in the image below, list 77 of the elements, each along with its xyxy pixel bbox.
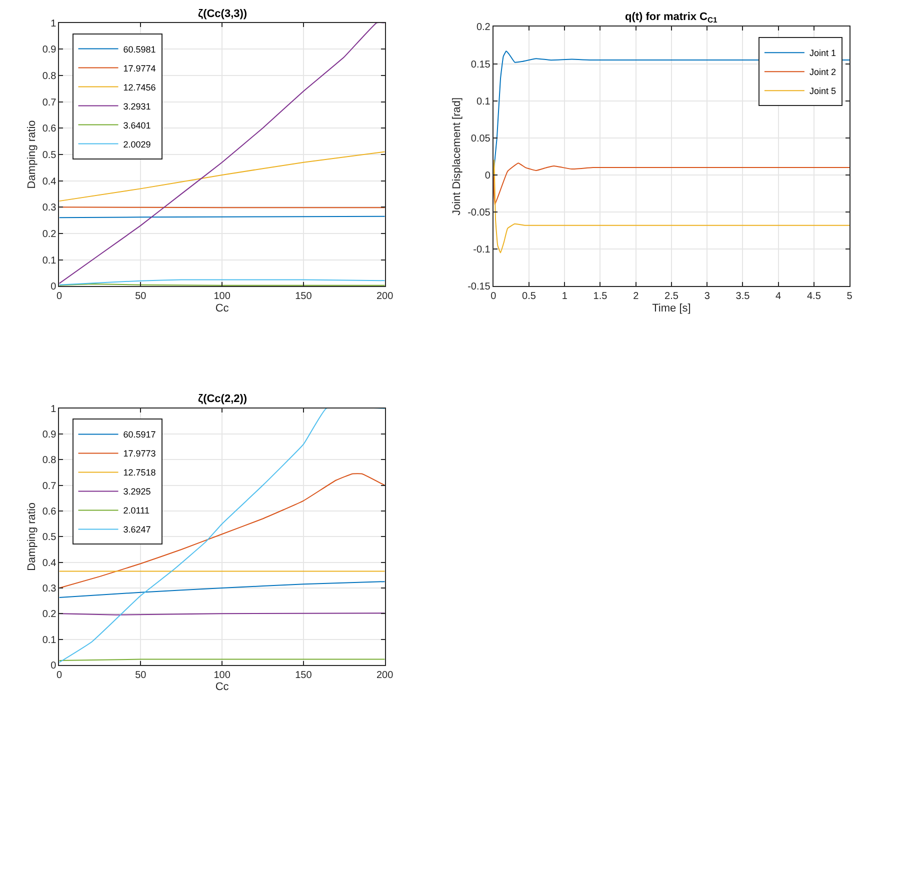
legend-label: Joint 5	[809, 86, 836, 96]
y-tick-label: 0.2	[476, 22, 491, 34]
legend-label: 17.9774	[123, 63, 156, 74]
legend-label: 12.7456	[123, 82, 156, 92]
y-tick-label: 0	[50, 660, 57, 672]
y-tick-label: -0.05	[468, 208, 491, 219]
y-tick-label: 0.2	[42, 228, 57, 240]
y-tick-label: 0.7	[42, 97, 57, 108]
y-tick-label: 0.1	[42, 634, 57, 646]
legend-label: 2.0111	[123, 506, 150, 516]
y-tick-label: 0.8	[42, 70, 57, 82]
y-tick-label: 0.4	[42, 176, 57, 188]
x-tick-label: 2.5	[664, 291, 679, 302]
y-tick-label: 1	[50, 404, 57, 415]
y-tick-label: 0	[484, 170, 491, 182]
x-tick-label: 3.5	[736, 291, 750, 302]
legend-label: 12.7518	[123, 468, 156, 478]
x-tick-label: 50	[135, 291, 147, 302]
y-axis-title: Damping ratio	[26, 120, 38, 189]
y-tick-label: 0.8	[42, 455, 57, 466]
x-tick-label: 100	[214, 670, 231, 681]
y-tick-label: 0.3	[42, 202, 57, 214]
y-tick-label: -0.1	[473, 244, 491, 256]
y-tick-label: 0.05	[470, 133, 491, 144]
x-axis-title: Cc	[215, 681, 230, 694]
legend-label: Joint 1	[809, 48, 836, 58]
y-tick-label: 0.7	[42, 480, 57, 492]
legend-label: 3.6401	[123, 120, 151, 130]
x-tick-label: 150	[295, 670, 312, 681]
legend-label: 17.9773	[123, 448, 156, 459]
x-tick-label: 200	[376, 291, 394, 302]
x-tick-label: 4.5	[807, 291, 822, 302]
legend-label: 60.5917	[123, 430, 156, 440]
legend-label: 2.0029	[123, 139, 151, 150]
y-tick-label: 1	[50, 18, 57, 30]
legend-label: 60.5981	[123, 44, 156, 54]
chart-title: q(t) for matrix C$_{C1}$	[625, 11, 718, 24]
line-series	[59, 151, 385, 202]
x-tick-label: 1	[562, 291, 568, 302]
y-tick-label: 0.2	[42, 609, 57, 620]
y-tick-label: 0.4	[42, 558, 57, 569]
x-tick-label: 50	[135, 670, 147, 681]
line-series	[59, 581, 385, 598]
y-tick-label: 0.5	[42, 150, 57, 161]
y-tick-label: 0.9	[42, 430, 57, 441]
y-tick-label: 0.5	[42, 532, 57, 544]
y-tick-label: 0.6	[42, 124, 57, 135]
y-tick-label: -0.15	[468, 282, 491, 293]
x-tick-label: 3	[704, 291, 710, 302]
x-tick-label: 150	[295, 291, 312, 302]
x-tick-label: 4	[776, 291, 782, 302]
chart-title: ζ(Cc(3,3))	[198, 8, 248, 20]
x-tick-label: 100	[214, 291, 231, 302]
chart-title: ζ(Cc(2,2))	[198, 393, 248, 405]
line-series	[493, 160, 850, 254]
legend-label: 3.2931	[123, 101, 151, 112]
x-tick-label: 1.5	[593, 291, 608, 302]
line-series	[59, 408, 385, 663]
legend-label: 3.6247	[123, 524, 151, 535]
y-tick-label: 0.6	[42, 506, 57, 518]
x-tick-label: 5	[846, 291, 853, 302]
x-axis-title: Cc	[215, 302, 230, 314]
legend-label: 3.2925	[123, 486, 151, 497]
y-axis-title: Joint Displacement [rad]	[451, 97, 464, 216]
y-tick-label: 0.1	[42, 255, 57, 266]
x-tick-label: 0.5	[522, 291, 536, 302]
x-tick-label: 200	[376, 670, 394, 681]
y-axis-title: Damping ratio	[26, 502, 38, 571]
y-tick-label: 0.9	[42, 44, 57, 56]
line-series	[493, 162, 850, 206]
legend-label: Joint 2	[809, 67, 836, 78]
y-tick-label: 0.15	[470, 59, 491, 70]
x-tick-label: 2	[633, 291, 640, 302]
y-tick-label: 0.3	[42, 583, 57, 594]
x-axis-title: Time [s]	[652, 302, 691, 314]
y-tick-label: 0	[50, 282, 57, 293]
y-tick-label: 0.1	[476, 96, 491, 108]
